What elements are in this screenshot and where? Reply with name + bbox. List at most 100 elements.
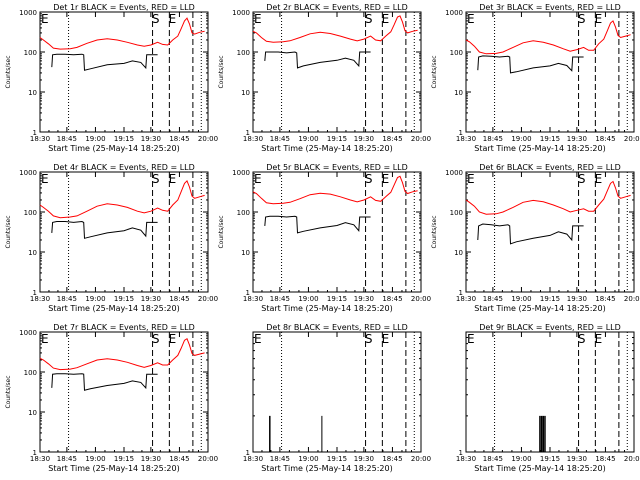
panel-det-6: Det 6r BLACK = Events, RED = LLD 1 10 100 10… <box>431 163 640 313</box>
interval-marker: E <box>169 12 177 26</box>
y-axis-label: Counts/sec <box>431 55 438 88</box>
plot-frame <box>465 171 635 293</box>
y-tick-label: 1 <box>459 289 463 297</box>
series-black-line <box>477 223 584 245</box>
plot-frame <box>465 11 635 133</box>
plot-frame <box>252 11 422 133</box>
x-tick-label: 19:30 <box>141 135 161 143</box>
series-black-line <box>264 51 371 69</box>
y-axis-label: Counts/sec <box>218 55 225 88</box>
series-red-line <box>465 20 631 55</box>
y-tick-label: 1 <box>246 129 250 137</box>
x-tick-label: 20:00 <box>411 135 431 143</box>
series-red-line <box>39 17 205 50</box>
interval-marker: E <box>382 172 390 186</box>
x-axis-label: Start Time (25-May-14 18:25:20) <box>261 304 392 313</box>
panel-title: Det 2r BLACK = Events, RED = LLD <box>266 3 408 12</box>
x-tick-label: 18:45 <box>595 295 615 303</box>
interval-marker: E <box>595 332 603 346</box>
x-axis-label: Start Time (25-May-14 18:25:20) <box>48 144 179 153</box>
panel-det-5: Det 5r BLACK = Events, RED = LLD 1 10 100 10… <box>218 163 431 313</box>
x-tick-label: 19:30 <box>354 455 374 463</box>
x-axis-label: Start Time (25-May-14 18:25:20) <box>261 144 392 153</box>
y-axis-label: Counts/sec <box>431 215 438 248</box>
series-black-line <box>51 220 158 239</box>
x-axis-label: Start Time (25-May-14 18:25:20) <box>474 144 605 153</box>
x-tick-label: 18:45 <box>57 135 77 143</box>
interval-marker: E <box>254 12 262 26</box>
x-tick-label: 19:30 <box>567 295 587 303</box>
y-tick-label: 100 <box>24 209 37 217</box>
x-tick-label: 19:30 <box>567 455 587 463</box>
x-tick-label: 18:45 <box>57 455 77 463</box>
plot-frame <box>252 171 422 293</box>
x-tick-label: 19:00 <box>85 135 105 143</box>
y-tick-label: 1 <box>459 449 463 457</box>
plot-frame <box>39 11 209 133</box>
y-tick-label: 1 <box>459 129 463 137</box>
x-tick-label: 18:30 <box>30 295 50 303</box>
series-red-line <box>252 175 418 205</box>
x-tick-label: 19:00 <box>511 295 531 303</box>
y-tick-label: 100 <box>24 369 37 377</box>
y-axis-label: Counts/sec <box>5 375 12 408</box>
y-tick-label: 100 <box>450 49 463 57</box>
y-tick-label: 1 <box>33 449 37 457</box>
panel-det-7: Det 7r BLACK = Events, RED = LLD 1 10 100 10… <box>5 323 218 473</box>
interval-marker: S <box>578 12 586 26</box>
x-tick-label: 19:30 <box>141 295 161 303</box>
x-tick-label: 18:45 <box>169 135 189 143</box>
x-tick-label: 18:45 <box>169 295 189 303</box>
x-tick-label: 18:45 <box>483 455 503 463</box>
interval-marker: E <box>41 332 49 346</box>
plot-frame <box>39 331 209 453</box>
series-black-line <box>264 215 371 234</box>
y-tick-label: 1000 <box>19 9 37 17</box>
x-tick-label: 19:00 <box>298 295 318 303</box>
series-black-line <box>51 373 158 391</box>
x-tick-label: 19:15 <box>114 135 134 143</box>
y-tick-label: 100 <box>450 209 463 217</box>
x-tick-label: 18:45 <box>382 135 402 143</box>
y-tick-label: 100 <box>24 49 37 57</box>
interval-marker: E <box>169 172 177 186</box>
x-tick-label: 18:30 <box>243 295 263 303</box>
y-axis-label: Counts/sec <box>5 215 12 248</box>
x-tick-label: 19:00 <box>511 455 531 463</box>
series-red-line <box>39 337 205 371</box>
x-tick-label: 19:15 <box>540 135 560 143</box>
x-tick-label: 19:30 <box>354 135 374 143</box>
x-tick-label: 18:30 <box>456 295 476 303</box>
y-tick-label: 10 <box>454 89 463 97</box>
x-tick-label: 18:45 <box>169 455 189 463</box>
panel-title: Det 7r BLACK = Events, RED = LLD <box>53 323 195 332</box>
y-tick-label: 1000 <box>232 9 250 17</box>
x-axis-label: Start Time (25-May-14 18:25:20) <box>48 464 179 473</box>
x-tick-label: 20:00 <box>198 455 218 463</box>
series-red-line <box>39 180 205 219</box>
interval-marker: E <box>41 172 49 186</box>
y-axis-label: Counts/sec <box>218 215 225 248</box>
y-tick-label: 1000 <box>19 169 37 177</box>
x-tick-label: 19:30 <box>567 135 587 143</box>
x-tick-label: 20:00 <box>624 135 640 143</box>
interval-marker: S <box>152 172 160 186</box>
y-tick-label: 1000 <box>19 329 37 337</box>
interval-marker: S <box>578 332 586 346</box>
x-tick-label: 18:30 <box>456 135 476 143</box>
x-tick-label: 20:00 <box>624 295 640 303</box>
interval-marker: S <box>152 12 160 26</box>
interval-marker: E <box>595 172 603 186</box>
y-tick-label: 1000 <box>232 169 250 177</box>
interval-marker: E <box>467 332 475 346</box>
y-tick-label: 10 <box>454 249 463 257</box>
x-tick-label: 18:45 <box>57 295 77 303</box>
x-tick-label: 19:00 <box>298 135 318 143</box>
interval-marker: E <box>254 332 262 346</box>
x-tick-label: 18:30 <box>243 135 263 143</box>
interval-marker: E <box>467 12 475 26</box>
panel-title: Det 5r BLACK = Events, RED = LLD <box>266 163 408 172</box>
x-axis-label: Start Time (25-May-14 18:25:20) <box>261 464 392 473</box>
y-tick-label: 10 <box>28 249 37 257</box>
